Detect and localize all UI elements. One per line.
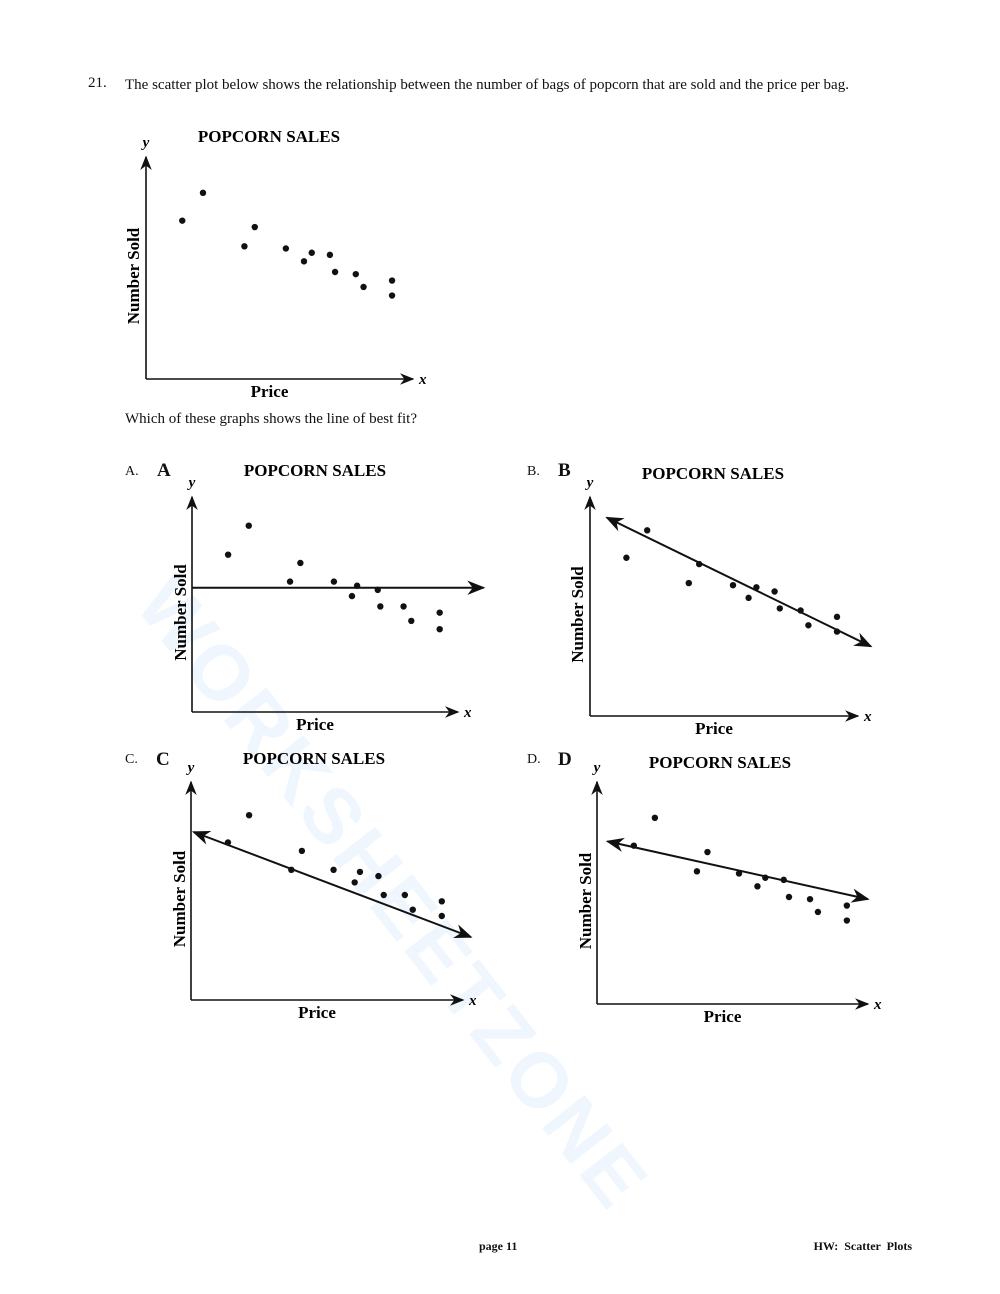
main-data-point: [300, 258, 308, 265]
a-x-axis-symbol: x: [463, 705, 472, 721]
a-data-point: [408, 617, 415, 625]
option-d-marker[interactable]: D.: [527, 752, 541, 767]
b-data-point: [729, 581, 737, 589]
c-chart-title: POPCORN SALES: [243, 749, 385, 768]
d-x-axis-symbol: x: [873, 997, 882, 1013]
main-data-point: [388, 292, 396, 299]
b-best-fit-line: [605, 516, 873, 648]
d-chart-title: POPCORN SALES: [649, 753, 791, 772]
c-y-axis-label: Number Sold: [170, 850, 189, 947]
question-text: The scatter plot below shows the relatio…: [125, 77, 849, 93]
option-c-letter: C: [156, 749, 170, 770]
c-data-point: [351, 879, 358, 886]
d-data-point: [754, 883, 761, 890]
option-d-letter: D: [558, 749, 572, 770]
d-x-axis-label: Price: [704, 1007, 742, 1026]
a-x-axis-label: Price: [296, 715, 334, 734]
footer-title: HW: Scatter Plots: [813, 1239, 912, 1253]
main-data-point: [360, 283, 367, 291]
main-data-point: [251, 223, 258, 231]
option-a-letter: A: [157, 460, 171, 481]
d-data-point: [785, 893, 793, 901]
a-data-point: [348, 592, 356, 600]
b-data-point: [805, 622, 812, 629]
c-data-point: [401, 891, 409, 899]
a-data-point: [286, 578, 294, 585]
b-data-point: [745, 594, 752, 602]
main-y-axis-symbol: y: [141, 135, 150, 151]
main-y-axis-label: Number Sold: [124, 227, 143, 324]
main-data-point: [331, 268, 339, 276]
option-c-marker[interactable]: C.: [125, 752, 138, 767]
main-data-point: [388, 277, 396, 284]
main-data-point: [179, 217, 186, 224]
d-data-point: [806, 895, 814, 903]
main-data-point: [241, 243, 248, 250]
a-data-point: [436, 609, 443, 616]
c-data-point: [380, 891, 387, 899]
option-b-letter: B: [558, 460, 571, 481]
d-y-axis-symbol: y: [592, 760, 601, 776]
c-data-point: [375, 872, 382, 880]
d-data-point: [693, 868, 701, 875]
main-data-point: [352, 270, 359, 278]
main-x-axis-label: Price: [251, 382, 289, 401]
b-data-point: [644, 527, 651, 534]
b-data-point: [776, 605, 783, 612]
main-x-axis-symbol: x: [418, 372, 427, 388]
main-data-point: [199, 189, 207, 197]
b-data-point: [771, 588, 778, 595]
question-number: 21.: [88, 75, 107, 91]
option-a-marker[interactable]: A.: [125, 464, 139, 479]
d-data-point: [814, 908, 822, 916]
question-prompt: Which of these graphs shows the line of …: [125, 411, 418, 427]
d-data-point: [651, 814, 659, 822]
d-y-axis-label: Number Sold: [576, 852, 595, 949]
c-data-point: [330, 866, 337, 873]
d-best-fit-line: [605, 837, 870, 903]
b-chart-title: POPCORN SALES: [642, 464, 784, 483]
a-chart-title: POPCORN SALES: [244, 461, 386, 480]
a-data-point: [330, 578, 338, 585]
c-data-point: [245, 812, 253, 819]
a-y-axis-label: Number Sold: [171, 564, 190, 661]
c-x-axis-symbol: x: [468, 993, 477, 1009]
option-b-marker[interactable]: B.: [527, 464, 540, 479]
d-data-point: [843, 902, 851, 909]
a-y-axis-symbol: y: [187, 475, 196, 491]
a-data-point: [377, 603, 384, 610]
c-data-point: [298, 847, 306, 855]
c-x-axis-label: Price: [298, 1003, 336, 1022]
b-y-axis-symbol: y: [585, 475, 594, 491]
main-data-point: [308, 249, 315, 256]
d-data-point: [843, 917, 851, 924]
b-y-axis-label: Number Sold: [568, 566, 587, 663]
b-data-point: [623, 554, 630, 561]
c-data-point: [438, 912, 445, 920]
a-data-point: [436, 626, 443, 633]
a-data-point: [224, 551, 232, 558]
b-data-point: [833, 613, 841, 621]
b-x-axis-label: Price: [695, 719, 733, 738]
a-data-point: [297, 559, 304, 567]
b-data-point: [685, 579, 692, 587]
c-data-point: [356, 868, 364, 876]
main-data-point: [326, 251, 334, 259]
c-best-fit-line: [191, 831, 473, 938]
c-y-axis-symbol: y: [186, 760, 195, 776]
main-chart-title: POPCORN SALES: [198, 127, 340, 146]
b-x-axis-symbol: x: [863, 709, 872, 725]
a-data-point: [245, 522, 252, 529]
footer-page: page 11: [479, 1239, 518, 1253]
c-data-point: [438, 898, 445, 905]
main-data-point: [282, 245, 290, 252]
d-data-point: [704, 848, 711, 856]
c-data-point: [409, 906, 416, 913]
a-data-point: [400, 603, 407, 610]
